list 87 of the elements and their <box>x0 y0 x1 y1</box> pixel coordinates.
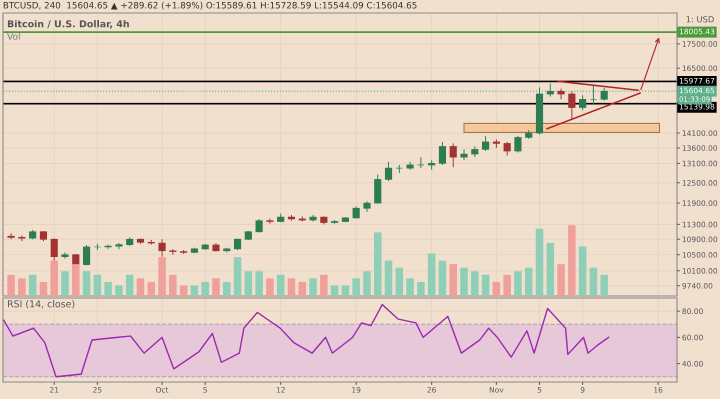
bar <box>600 274 608 296</box>
candlestick <box>579 94 586 111</box>
bar <box>396 268 404 296</box>
bar <box>266 278 274 296</box>
bar <box>298 282 306 296</box>
bar <box>222 282 231 296</box>
bar <box>115 285 123 296</box>
bar <box>169 274 177 296</box>
bar <box>158 257 166 296</box>
candlestick <box>158 238 166 258</box>
bar <box>482 274 490 296</box>
candlestick <box>504 141 511 156</box>
bar <box>320 274 328 296</box>
candlestick <box>384 161 392 182</box>
bar <box>406 278 414 296</box>
candlestick <box>482 135 490 152</box>
bar <box>524 268 532 296</box>
bar <box>374 232 382 296</box>
bar <box>557 264 565 296</box>
bar <box>18 278 26 296</box>
bar <box>190 285 198 296</box>
candlestick <box>546 82 554 98</box>
bar <box>244 271 252 296</box>
bar <box>40 282 48 296</box>
bar <box>536 228 544 296</box>
candlestick <box>234 238 242 250</box>
candlestick <box>374 174 382 204</box>
bar <box>7 274 15 296</box>
text: 1: USD <box>686 16 714 22</box>
bar <box>417 282 425 296</box>
bar <box>82 271 90 296</box>
bar <box>514 271 522 296</box>
bar <box>384 260 392 296</box>
bar <box>50 260 58 296</box>
candlestick <box>514 135 522 153</box>
bar <box>288 278 296 296</box>
bar <box>180 285 188 296</box>
candlestick <box>82 244 90 266</box>
bar <box>330 285 338 296</box>
bar <box>471 271 479 296</box>
bar <box>438 260 446 296</box>
candlestick <box>590 86 598 106</box>
candlestick <box>40 230 48 242</box>
bar <box>234 257 242 296</box>
bar <box>212 278 220 296</box>
bar <box>201 282 209 296</box>
candlestick <box>428 160 436 170</box>
bar <box>309 278 317 296</box>
candlestick <box>568 90 576 120</box>
candlestick <box>363 200 371 212</box>
bar <box>255 271 263 296</box>
bar <box>28 274 36 296</box>
bar <box>94 274 102 296</box>
bar <box>61 271 69 296</box>
bar <box>148 282 156 296</box>
candlestick <box>438 141 446 166</box>
bar <box>590 268 598 296</box>
candlestick <box>471 146 478 158</box>
candlestick <box>557 88 565 100</box>
bar <box>492 282 500 296</box>
bar <box>449 264 458 296</box>
bar <box>428 254 436 296</box>
candlestick <box>396 164 403 174</box>
candlestick <box>244 230 252 241</box>
candlestick <box>256 218 263 233</box>
text: Bitcoin / U.S. Dollar, 4h <box>8 20 129 29</box>
bar <box>126 274 134 296</box>
candlestick <box>460 148 468 161</box>
bar <box>578 246 586 296</box>
candlestick <box>600 87 608 102</box>
bar <box>568 225 576 296</box>
candlestick <box>450 142 457 168</box>
bar <box>363 271 371 296</box>
chart-title: RSI (14, close) <box>8 300 74 309</box>
candlestick <box>417 156 424 169</box>
bar <box>136 278 144 296</box>
candlestick <box>352 206 360 220</box>
bar <box>503 274 511 296</box>
bar <box>342 285 350 296</box>
candlestick <box>29 229 36 240</box>
bar <box>352 278 360 296</box>
bar <box>460 268 468 296</box>
bar <box>276 274 284 296</box>
annotation: Vol <box>7 32 20 40</box>
bar <box>104 282 112 296</box>
chart-subtitle: BTCUSD, 240 15604.65 ▲ +289.62 (+1.89%) O:15589.61 H:15728.59 L:15544.09 C:15604.65 <box>4 2 417 10</box>
bar <box>546 242 554 296</box>
